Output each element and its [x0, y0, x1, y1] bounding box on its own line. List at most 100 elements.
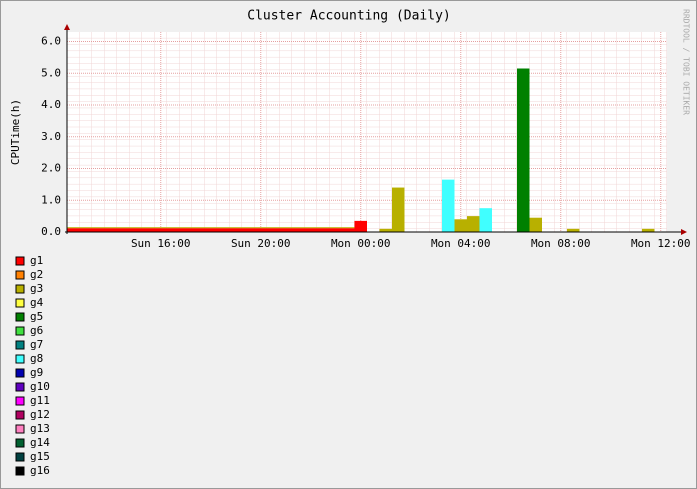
bar-segment	[167, 228, 180, 232]
bar-segment	[392, 187, 405, 232]
bar-segment	[517, 68, 530, 232]
bar-segment	[92, 228, 105, 232]
bar-segment	[104, 227, 117, 229]
legend-swatch	[15, 438, 25, 448]
y-tick-label: 2.0	[41, 162, 61, 175]
bar-segment	[254, 227, 267, 229]
bar-segment	[154, 228, 167, 232]
legend-label: g12	[30, 408, 50, 421]
bar-segment	[379, 228, 392, 232]
x-tick-label: Mon 04:00	[431, 237, 491, 250]
legend-label: g16	[30, 464, 50, 477]
bar-segment	[292, 228, 305, 232]
bar-segment	[467, 216, 480, 232]
y-tick-label: 0.0	[41, 225, 61, 238]
y-tick-label: 4.0	[41, 98, 61, 111]
legend-swatch	[15, 452, 25, 462]
bar-segment	[354, 220, 367, 232]
legend-swatch	[15, 256, 25, 266]
bar-segment	[304, 228, 317, 232]
y-axis-label: CPUTime(h)	[9, 99, 22, 165]
bar-segment	[192, 228, 205, 232]
bar-segment	[179, 227, 192, 229]
bar-segment	[92, 227, 105, 229]
legend-swatch	[15, 382, 25, 392]
y-tick-label: 5.0	[41, 66, 61, 79]
watermark: RRDTOOL / TOBI OETIKER	[682, 9, 691, 115]
bar-segment	[254, 228, 267, 232]
bar-segment	[142, 227, 155, 229]
bar-segment	[154, 227, 167, 229]
legend-label: g4	[30, 296, 44, 309]
bar-segment	[342, 227, 355, 229]
x-tick-label: Sun 16:00	[131, 237, 191, 250]
legend-swatch	[15, 410, 25, 420]
bar-segment	[267, 228, 280, 232]
legend-label: g5	[30, 310, 43, 323]
bar-segment	[454, 219, 467, 232]
legend-label: g14	[30, 436, 50, 449]
axis-arrow	[64, 24, 70, 30]
bar-segment	[317, 228, 330, 232]
bar-segment	[292, 227, 305, 229]
bar-segment	[67, 227, 80, 229]
bar-segment	[104, 228, 117, 232]
y-tick-label: 6.0	[41, 35, 61, 48]
bar-segment	[129, 227, 142, 229]
legend-swatch	[15, 354, 25, 364]
legend-label: g7	[30, 338, 43, 351]
bar-segment	[117, 228, 130, 232]
bar-segment	[79, 228, 92, 232]
legend-label: g3	[30, 282, 43, 295]
legend-label: g2	[30, 268, 43, 281]
minor-grid	[67, 32, 667, 232]
chart-title: Cluster Accounting (Daily)	[247, 9, 451, 24]
bar-segment	[192, 227, 205, 229]
axis-arrow	[681, 229, 687, 235]
legend-label: g10	[30, 380, 50, 393]
bar-segment	[142, 228, 155, 232]
bar-segment	[129, 228, 142, 232]
bar-segment	[304, 227, 317, 229]
bar-segment	[479, 208, 492, 232]
legend-swatch	[15, 270, 25, 280]
legend-label: g15	[30, 450, 50, 463]
bar-segment	[179, 228, 192, 232]
bar-segment	[217, 228, 230, 232]
bar-segment	[117, 227, 130, 229]
bar-segment	[67, 228, 80, 232]
bar-segment	[204, 228, 217, 232]
bar-segment	[242, 228, 255, 232]
legend-swatch	[15, 340, 25, 350]
bar-segment	[279, 227, 292, 229]
bar-segment	[642, 228, 655, 232]
bar-segment	[442, 179, 455, 232]
legend-label: g11	[30, 394, 50, 407]
legend-swatch	[15, 284, 25, 294]
legend-swatch	[15, 396, 25, 406]
bar-segment	[217, 227, 230, 229]
bar-segment	[567, 228, 580, 232]
bar-segment	[229, 227, 242, 229]
legend-swatch	[15, 466, 25, 476]
x-tick-label: Sun 20:00	[231, 237, 291, 250]
bar-segment	[267, 227, 280, 229]
legend-swatch	[15, 368, 25, 378]
legend-label: g6	[30, 324, 43, 337]
x-tick-label: Mon 08:00	[531, 237, 591, 250]
bar-segment	[329, 228, 342, 232]
legend-swatch	[15, 298, 25, 308]
bar-segment	[329, 227, 342, 229]
legend-label: g8	[30, 352, 43, 365]
bar-segment	[342, 228, 355, 232]
bar-segment	[242, 227, 255, 229]
y-tick-label: 3.0	[41, 130, 61, 143]
legend-label: g1	[30, 254, 43, 267]
legend-swatch	[15, 312, 25, 322]
legend-label: g9	[30, 366, 43, 379]
legend-swatch	[15, 326, 25, 336]
bar-segment	[317, 227, 330, 229]
bar-segment	[204, 227, 217, 229]
y-tick-label: 1.0	[41, 193, 61, 206]
